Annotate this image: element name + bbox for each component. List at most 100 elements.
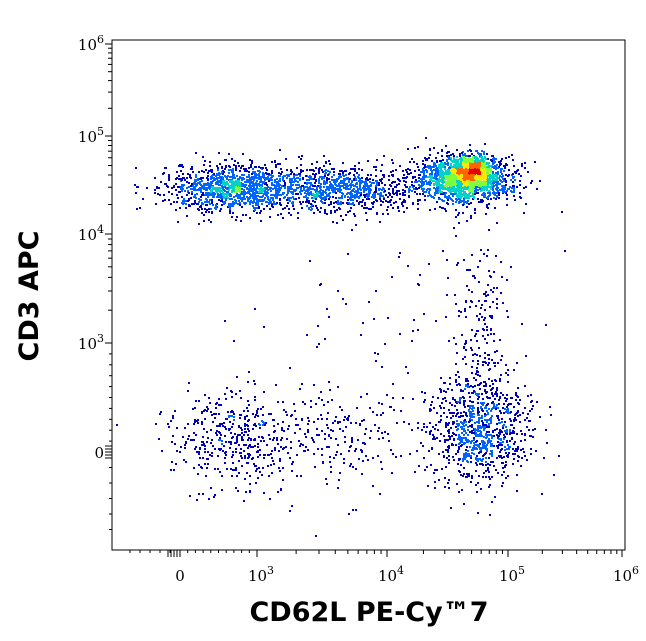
event-point: [275, 166, 277, 168]
event-point: [349, 193, 351, 195]
event-point: [465, 456, 467, 458]
event-point: [463, 169, 465, 171]
event-point: [435, 170, 437, 172]
event-point: [296, 167, 298, 169]
event-point: [214, 468, 216, 470]
event-point: [466, 202, 468, 204]
event-point: [211, 439, 213, 441]
event-point: [347, 211, 349, 213]
event-point: [430, 404, 432, 406]
event-point: [399, 193, 401, 195]
event-point: [253, 172, 255, 174]
event-point: [471, 189, 473, 191]
event-point: [465, 155, 467, 157]
event-point: [200, 205, 202, 207]
event-point: [500, 444, 502, 446]
event-point: [228, 441, 230, 443]
event-point: [188, 186, 190, 188]
event-point: [474, 193, 476, 195]
event-point: [449, 167, 451, 169]
event-point: [223, 422, 225, 424]
event-point: [228, 415, 230, 417]
event-point: [244, 186, 246, 188]
event-point: [272, 197, 274, 199]
event-point: [463, 198, 465, 200]
event-point: [464, 173, 466, 175]
event-point: [395, 192, 397, 194]
event-point: [180, 170, 182, 172]
event-point: [384, 431, 386, 433]
event-point: [229, 208, 231, 210]
event-point: [389, 194, 391, 196]
event-point: [458, 198, 460, 200]
event-point: [414, 191, 416, 193]
event-point: [232, 451, 234, 453]
event-point: [462, 190, 464, 192]
event-point: [198, 171, 200, 173]
event-point: [256, 410, 258, 412]
event-point: [456, 180, 458, 182]
event-point: [430, 175, 432, 177]
event-point: [437, 152, 439, 154]
event-point: [382, 187, 384, 189]
event-point: [252, 178, 254, 180]
event-point: [422, 176, 424, 178]
event-point: [337, 421, 339, 423]
event-point: [407, 173, 409, 175]
event-point: [392, 162, 394, 164]
event-point: [500, 168, 502, 170]
event-point: [232, 469, 234, 471]
event-point: [453, 188, 455, 190]
event-point: [202, 185, 204, 187]
event-point: [291, 470, 293, 472]
event-point: [265, 201, 267, 203]
event-point: [409, 161, 411, 163]
event-point: [458, 212, 460, 214]
event-point: [263, 188, 265, 190]
event-point: [256, 468, 258, 470]
event-point: [468, 197, 470, 199]
event-point: [324, 202, 326, 204]
event-point: [344, 441, 346, 443]
event-point: [223, 183, 225, 185]
event-point: [312, 173, 314, 175]
event-point: [337, 444, 339, 446]
event-point: [376, 159, 378, 161]
event-point: [408, 188, 410, 190]
event-point: [271, 161, 273, 163]
event-point: [396, 422, 398, 424]
event-point: [360, 189, 362, 191]
event-point: [258, 467, 260, 469]
event-point: [316, 428, 318, 430]
event-point: [194, 419, 196, 421]
event-point: [330, 212, 332, 214]
event-point: [310, 191, 312, 193]
event-point: [478, 176, 480, 178]
event-point: [431, 177, 433, 179]
event-point: [516, 474, 518, 476]
event-point: [470, 179, 472, 181]
event-point: [252, 197, 254, 199]
event-point: [184, 447, 186, 449]
event-point: [315, 535, 317, 537]
event-point: [261, 203, 263, 205]
event-point: [207, 437, 209, 439]
event-point: [287, 186, 289, 188]
event-point: [321, 418, 323, 420]
event-point: [231, 190, 233, 192]
event-point: [472, 175, 474, 177]
event-point: [479, 201, 481, 203]
event-point: [190, 177, 192, 179]
event-point: [326, 177, 328, 179]
event-point: [456, 174, 458, 176]
event-point: [335, 454, 337, 456]
event-point: [480, 156, 482, 158]
event-point: [299, 201, 301, 203]
event-point: [204, 183, 206, 185]
event-point: [209, 402, 211, 404]
event-point: [456, 149, 458, 151]
event-point: [485, 213, 487, 215]
event-point: [311, 437, 313, 439]
event-point: [323, 180, 325, 182]
event-point: [498, 419, 500, 421]
